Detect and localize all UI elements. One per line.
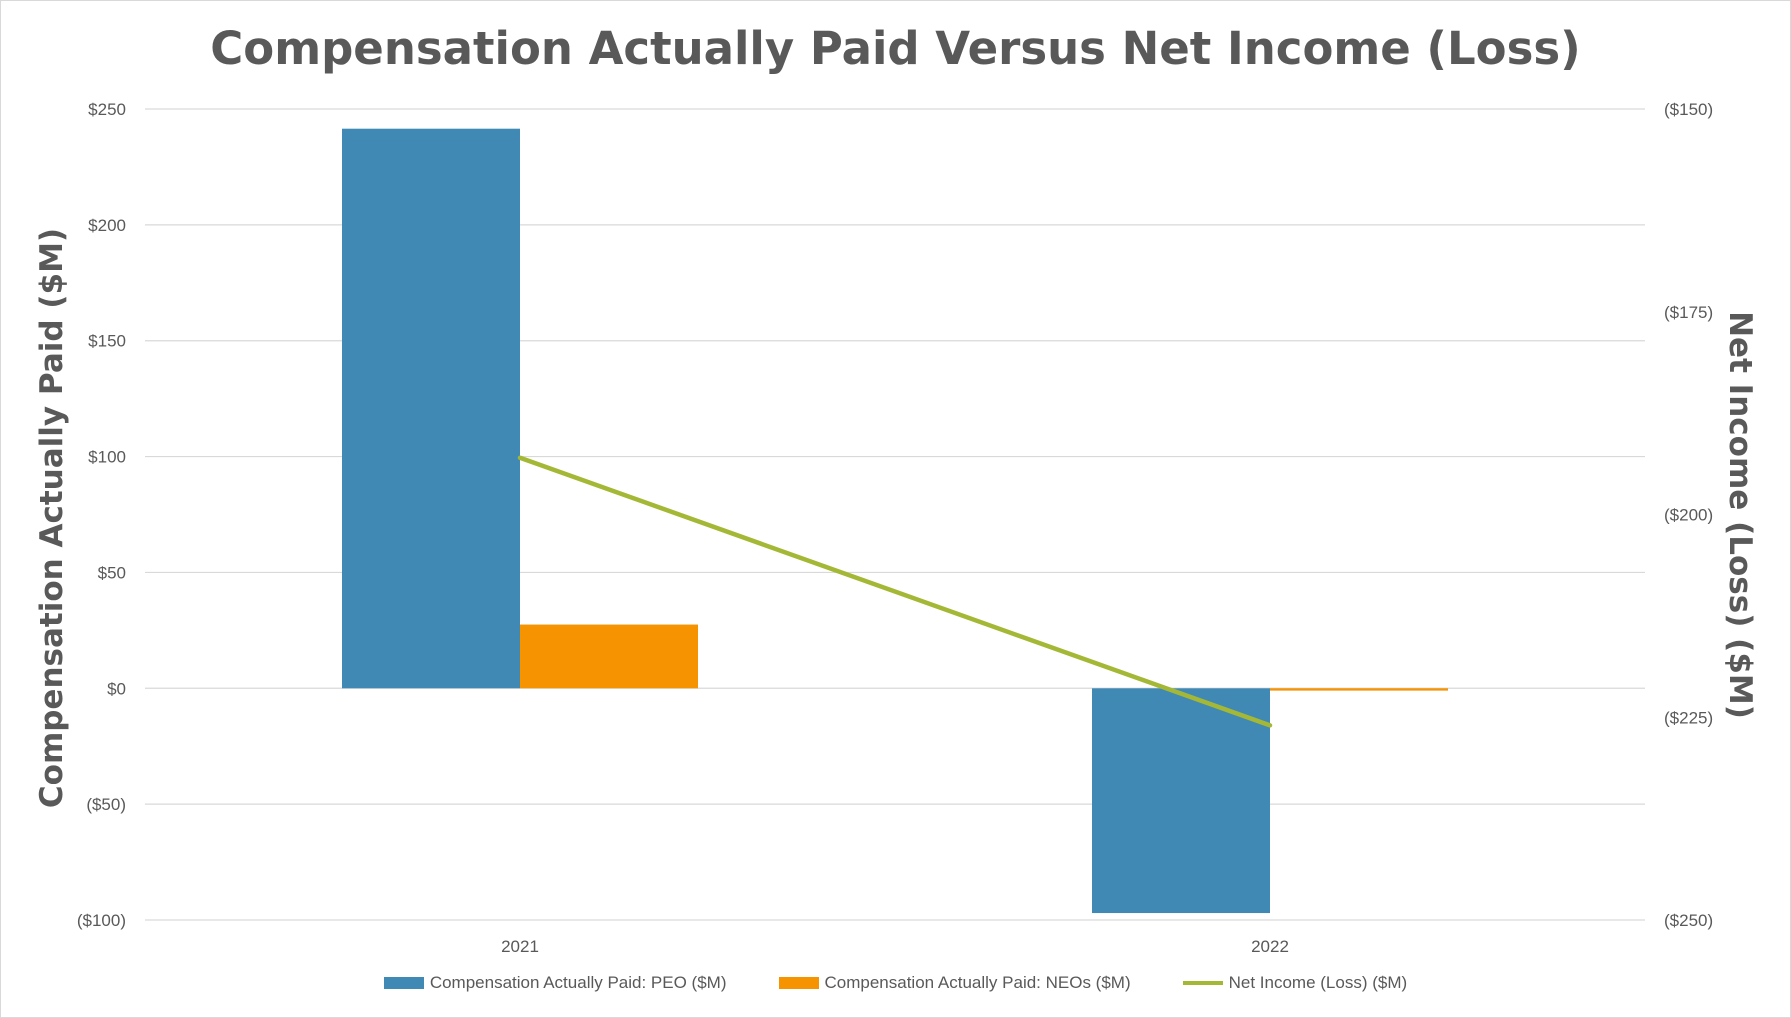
legend-item-neos: Compensation Actually Paid: NEOs ($M)	[778, 973, 1131, 993]
legend-swatch-net-income	[1182, 981, 1223, 985]
x-tick-label: 2021	[501, 937, 539, 956]
chart-title: Compensation Actually Paid Versus Net In…	[210, 22, 1581, 75]
legend-swatch-peo	[383, 977, 424, 989]
y-tick-label: $150	[88, 332, 126, 351]
y2-tick-label: ($250)	[1664, 911, 1713, 930]
legend-label-net-income: Net Income (Loss) ($M)	[1228, 973, 1408, 992]
y2-tick-label: ($175)	[1664, 303, 1713, 322]
chart-legend: Compensation Actually Paid: PEO ($M) Com…	[0, 973, 1791, 993]
legend-item-peo: Compensation Actually Paid: PEO ($M)	[383, 973, 727, 993]
x-tick-label: 2022	[1251, 937, 1289, 956]
y2-tick-label: ($225)	[1664, 708, 1713, 727]
y-tick-label: $50	[98, 563, 126, 582]
y2-axis-title: Net Income (Loss) ($M)	[1722, 311, 1758, 719]
y-tick-label: $100	[88, 448, 126, 467]
y2-tick-label: ($200)	[1664, 506, 1713, 525]
legend-swatch-neos	[778, 977, 819, 989]
legend-label-peo: Compensation Actually Paid: PEO ($M)	[429, 973, 727, 992]
y2-tick-label: ($150)	[1664, 100, 1713, 119]
legend-label-neos: Compensation Actually Paid: NEOs ($M)	[824, 973, 1131, 992]
net-income-line	[517, 455, 1273, 728]
bar-neos	[1270, 688, 1448, 691]
y-tick-label: ($100)	[77, 911, 126, 930]
y-tick-label: $250	[88, 100, 126, 119]
y-tick-label: $200	[88, 216, 126, 235]
bar-peo	[1092, 688, 1270, 914]
y-tick-label: ($50)	[86, 795, 126, 814]
y-axis-title: Compensation Actually Paid ($M)	[34, 228, 70, 808]
y-tick-label: $0	[107, 679, 126, 698]
bar-neos	[520, 624, 698, 689]
legend-item-net-income: Net Income (Loss) ($M)	[1182, 973, 1408, 993]
bar-peo	[342, 128, 520, 689]
